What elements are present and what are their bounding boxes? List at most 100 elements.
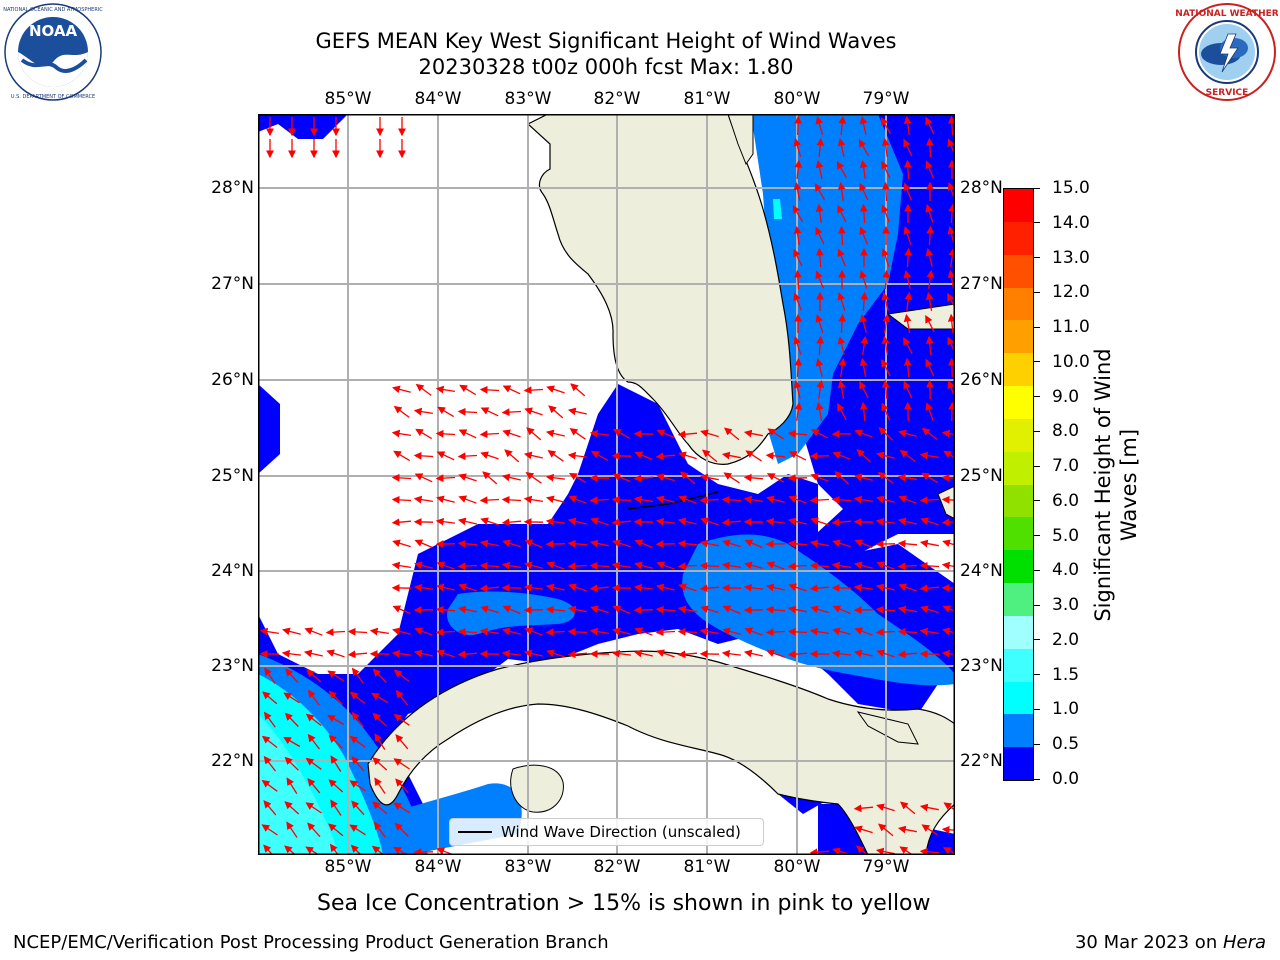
wave-direction-arrow [903,115,912,135]
lon-tick-bottom: 85°W [324,857,372,877]
lon-tick-top: 79°W [862,89,910,109]
wave-direction-arrow [526,427,542,441]
wave-direction-arrow [700,429,719,438]
lon-tick-bottom: 84°W [414,857,462,877]
wave-direction-arrow [589,539,609,548]
wave-direction-arrow [699,539,719,548]
wave-direction-arrow [793,181,802,201]
wave-direction-arrow [677,562,698,571]
wave-direction-arrow [765,517,785,526]
colorbar-tick-mark [1033,674,1040,676]
wave-direction-arrow [926,379,934,400]
wave-direction-arrow [524,407,543,416]
wave-direction-arrow [744,539,763,549]
colorbar-tick-mark [1033,222,1040,224]
wave-direction-arrow [809,627,830,636]
wave-direction-arrow [721,495,742,504]
nws-logo: NATIONAL WEATHER SERVICE [1175,2,1279,102]
wave-direction-arrow [391,561,412,570]
wave-direction-arrow [941,495,955,504]
wave-direction-arrow [722,539,741,548]
wave-direction-arrow [545,583,565,592]
wave-direction-arrow [766,473,785,483]
wave-direction-arrow [633,474,654,483]
wave-direction-arrow [395,778,409,794]
wave-direction-arrow [568,583,587,592]
wave-direction-arrow [815,247,824,268]
wave-direction-arrow [743,495,764,504]
wave-direction-arrow [859,357,868,378]
wave-direction-arrow [925,204,934,223]
wave-direction-arrow [523,495,544,504]
wave-direction-arrow [286,821,298,838]
wave-direction-arrow [903,226,912,245]
wave-direction-arrow [875,628,896,637]
wave-direction-arrow [853,649,873,658]
wave-direction-arrow [567,605,587,614]
wave-direction-arrow [794,115,802,136]
noaa-logo: NOAA NATIONAL OCEANIC AND ATMOSPHERIC U.… [2,2,104,102]
lat-tick-left: 22°N [211,751,254,771]
wave-direction-arrow [502,385,521,395]
wave-direction-arrow [858,139,870,157]
wave-direction-arrow [436,561,455,570]
wave-direction-arrow [815,270,825,289]
wave-direction-arrow [853,804,874,813]
wave-direction-arrow [392,385,411,394]
wave-direction-arrow [612,627,631,636]
wave-direction-arrow [458,495,477,504]
wave-field-1.5-2.0m [258,714,338,855]
wave-direction-arrow [947,313,955,334]
wave-direction-arrow [854,825,873,834]
wave-direction-arrow [904,247,913,268]
wave-direction-arrow [876,803,895,812]
wave-direction-arrow [655,605,676,614]
wave-direction-arrow [392,539,411,548]
wave-direction-arrow [903,336,913,355]
colorbar-tick-label: 8.0 [1052,421,1080,442]
wave-direction-arrow [590,450,609,461]
wave-direction-arrow [860,335,869,355]
colorbar-tick-mark [1033,535,1040,537]
colorbar-segment [1004,287,1033,321]
wave-direction-arrow [881,137,890,157]
lat-tick-right: 26°N [960,370,1003,390]
wave-direction-arrow [832,627,851,636]
wave-direction-arrow [792,205,804,223]
wave-direction-arrow [589,627,610,636]
wave-direction-arrow [548,405,564,419]
wave-direction-arrow [765,451,786,460]
wave-direction-arrow [881,248,890,267]
wave-direction-arrow [925,160,935,179]
wind-wave-direction-arrows [259,115,955,855]
wave-direction-arrow [504,449,520,463]
wave-direction-arrow [457,562,478,571]
wave-direction-arrow [413,451,434,460]
wave-direction-arrow [612,605,631,615]
wave-direction-arrow [919,496,940,505]
wave-direction-arrow [947,115,955,136]
wave-direction-arrow [393,669,410,683]
wave-direction-arrow [921,427,938,440]
lat-tick-left: 28°N [211,178,254,198]
wave-direction-arrow [545,628,566,637]
wave-direction-arrow [838,115,847,136]
wave-direction-arrow [611,649,631,658]
wave-direction-arrow [921,824,938,836]
wave-direction-arrow [881,402,891,421]
wave-direction-arrow [721,518,742,527]
wave-direction-arrow [793,380,802,399]
wave-direction-arrow [767,428,784,440]
wave-direction-arrow [925,402,934,421]
wave-direction-arrow [459,384,477,396]
wave-direction-arrow [920,605,939,614]
wave-direction-arrow [943,450,955,459]
wave-direction-arrow [458,473,477,482]
wave-direction-arrow [612,428,631,439]
wave-direction-arrow [787,539,808,548]
wave-direction-arrow [568,472,587,483]
wave-direction-arrow [837,137,846,157]
wave-direction-arrow [942,627,955,636]
wave-direction-arrow [766,561,785,570]
wave-direction-arrow [479,561,500,570]
